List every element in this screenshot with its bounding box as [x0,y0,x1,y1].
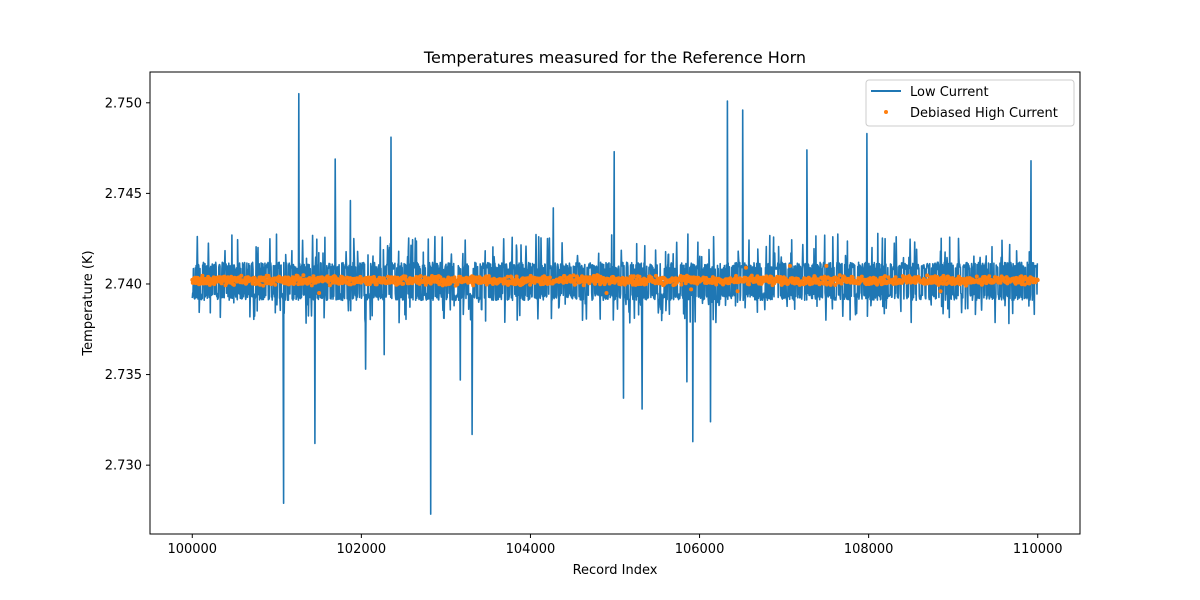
high-current-point [938,289,943,294]
high-current-point [234,279,239,284]
high-current-point [327,283,332,288]
high-current-point [812,275,817,279]
high-current-point [528,282,533,287]
debiased-high-current-series [190,263,1040,295]
high-current-point [778,275,783,279]
high-current-point [298,276,303,281]
high-current-point [273,282,278,287]
high-current-point [796,277,800,281]
high-current-point [374,282,379,287]
high-current-point [735,289,740,294]
high-current-point [769,275,774,280]
high-current-point [936,282,941,287]
x-tick-label: 108000 [844,542,894,557]
high-current-point [261,283,266,288]
legend: Low Current Debiased High Current [865,79,1075,127]
high-current-point [232,282,236,287]
chart-title: Temperatures measured for the Reference … [423,48,806,67]
high-current-point [622,282,627,287]
x-tick-label: 106000 [675,542,725,557]
x-tick-label: 104000 [506,542,556,557]
high-current-point [239,273,244,278]
high-current-point [974,274,979,279]
x-axis-label: Record Index [573,563,658,578]
high-current-point [401,281,406,286]
y-tick-label: 2.730 [105,459,142,474]
high-current-point [267,275,271,280]
high-current-point [744,265,748,270]
legend-box [865,79,1075,127]
y-tick-label: 2.745 [105,187,142,202]
high-current-point [437,282,442,287]
high-current-point [653,273,658,278]
x-axis: 100000 102000 104000 106000 108000 110000 [167,534,1063,557]
high-current-point [631,274,636,279]
high-current-point [848,280,853,285]
high-current-point [486,274,491,279]
high-current-point [573,282,578,287]
low-current-series [191,92,1039,515]
low-current-line [191,92,1039,515]
plot-frame [149,71,1081,535]
high-current-point [258,282,262,287]
high-current-point [679,282,684,287]
high-current-point [998,280,1003,285]
high-current-point [837,273,842,278]
high-current-point [637,274,642,279]
high-current-point [301,273,306,278]
high-current-point [734,273,738,278]
high-current-point [505,274,510,279]
x-tick-label: 100000 [167,542,217,557]
high-current-point [547,275,552,280]
high-current-point [941,273,946,278]
y-tick-label: 2.750 [105,96,142,111]
high-current-point [295,274,300,279]
high-current-point [1035,278,1040,283]
high-current-point [616,276,621,281]
y-tick-label: 2.735 [105,368,142,383]
legend-high-current-label: Debiased High Current [910,106,1058,121]
high-current-point [882,274,887,279]
high-current-point [824,263,829,268]
high-current-point [348,282,353,287]
high-current-point [925,273,930,278]
high-current-point [403,274,408,279]
high-current-point [1027,281,1032,286]
high-current-point [604,291,609,295]
high-current-point [317,291,322,295]
high-current-point [428,281,433,286]
high-current-point [292,281,297,285]
high-current-point [571,273,576,278]
high-current-point [749,273,754,278]
high-current-point [850,275,855,280]
y-axis: 2.730 2.735 2.740 2.745 2.750 [105,96,150,474]
high-current-point [455,282,460,287]
high-current-point [471,283,476,288]
high-current-point [980,281,985,286]
high-current-point [886,275,891,280]
x-tick-label: 102000 [337,542,387,557]
high-current-point [689,287,694,292]
high-current-point [987,274,992,279]
x-tick-label: 110000 [1013,542,1063,557]
y-axis-label: Temperature (K) [81,250,96,356]
high-current-point [200,273,205,278]
high-current-point [469,277,474,282]
high-current-point [581,283,586,288]
legend-low-current-label: Low Current [910,85,989,100]
high-current-point [388,280,393,285]
high-current-point [941,281,945,286]
high-current-point [418,274,423,279]
high-current-point [893,275,898,280]
high-current-point [830,280,835,285]
high-current-point [644,281,649,286]
high-current-point [788,263,792,268]
legend-high-current-swatch [884,110,888,114]
high-current-point [747,282,751,287]
y-tick-label: 2.740 [105,277,142,292]
high-current-point [859,274,864,279]
